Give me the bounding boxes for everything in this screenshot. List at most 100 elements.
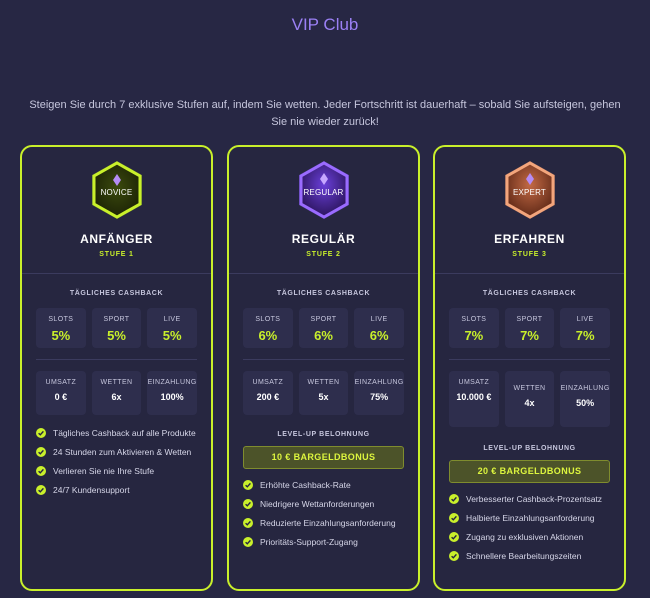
cashback-slots: SLOTS 5%	[36, 308, 86, 348]
requirement-deposit: EINZAHLUNG 100%	[147, 371, 198, 415]
feature-item: Verlieren Sie nie Ihre Stufe	[36, 465, 197, 477]
stat-label: EINZAHLUNG	[354, 379, 404, 386]
divider	[36, 359, 197, 360]
stat-label: LIVE	[576, 316, 594, 323]
stat-value: 5%	[107, 328, 126, 343]
bonus-section-label: LEVEL-UP BELOHNUNG	[277, 431, 370, 438]
badge-label: REGULAR	[303, 188, 344, 197]
feature-item: 24/7 Kundensupport	[36, 484, 197, 496]
stat-label: SPORT	[310, 316, 337, 323]
stat-value: 10.000 €	[456, 392, 492, 402]
tier-card-header: REGULAR REGULÄR STUFE 2	[229, 147, 418, 274]
feature-text: 24 Stunden zum Aktivieren & Wetten	[53, 447, 192, 457]
requirements-row: UMSATZ 200 € WETTEN 5x EINZAHLUNG 75%	[229, 371, 418, 415]
feature-text: 24/7 Kundensupport	[53, 485, 130, 495]
feature-text: Verbesserter Cashback-Prozentsatz	[466, 494, 603, 504]
expert-hexagon-badge-icon: EXPERT	[503, 160, 557, 220]
feature-text: Zugang zu exklusiven Aktionen	[466, 532, 584, 542]
feature-text: Schnellere Bearbeitungszeiten	[466, 551, 582, 561]
stat-value: 6%	[369, 328, 389, 343]
regular-hexagon-badge-icon: REGULAR	[297, 160, 351, 220]
cashback-section-label: TÄGLICHES CASHBACK	[69, 290, 164, 297]
requirement-deposit: EINZAHLUNG 75%	[354, 371, 405, 415]
stat-label: WETTEN	[513, 385, 546, 392]
cashback-sport: SPORT 6%	[298, 308, 349, 348]
stat-label: SPORT	[103, 316, 130, 323]
tier-name: ERFAHREN	[494, 232, 565, 246]
requirement-bets: WETTEN 6x	[91, 371, 142, 415]
cashback-slots: SLOTS 7%	[449, 308, 499, 348]
stat-value: 50%	[576, 398, 595, 408]
tier-card-expert: EXPERT ERFAHREN STUFE 3 TÄGLICHES CASHBA…	[433, 145, 626, 591]
check-icon	[243, 518, 253, 528]
tier-level: STUFE 3	[512, 251, 547, 258]
feature-item: Tägliches Cashback auf alle Produkte	[36, 427, 197, 439]
check-icon	[449, 532, 459, 542]
feature-item: 24 Stunden zum Aktivieren & Wetten	[36, 446, 197, 458]
requirement-turnover: UMSATZ 0 €	[36, 371, 86, 415]
check-icon	[449, 494, 459, 504]
divider	[243, 359, 404, 360]
cashback-sport: SPORT 7%	[504, 308, 555, 348]
feature-item: Zugang zu exklusiven Aktionen	[449, 531, 610, 543]
tier-level: STUFE 2	[306, 251, 341, 258]
cashback-live: LIVE 6%	[354, 308, 405, 348]
stat-value: 7%	[575, 328, 595, 343]
cashback-section-label: TÄGLICHES CASHBACK	[276, 290, 371, 297]
stat-value: 5x	[318, 392, 329, 402]
stat-label: SLOTS	[48, 316, 74, 323]
check-icon	[36, 466, 46, 476]
check-icon	[449, 513, 459, 523]
feature-list: Erhöhte Cashback-Rate Niedrigere Wettanf…	[243, 479, 404, 548]
feature-item: Halbierte Einzahlungsanforderung	[449, 512, 610, 524]
feature-text: Halbierte Einzahlungsanforderung	[466, 513, 595, 523]
feature-item: Prioritäts-Support-Zugang	[243, 536, 404, 548]
stat-label: WETTEN	[100, 379, 133, 386]
page-title: VIP Club	[291, 15, 359, 34]
cashback-sport: SPORT 5%	[91, 308, 142, 348]
stat-value: 7%	[520, 328, 539, 343]
requirement-deposit: EINZAHLUNG 50%	[560, 371, 611, 427]
check-icon	[243, 537, 253, 547]
check-icon	[36, 428, 46, 438]
stat-value: 6%	[258, 328, 278, 343]
bonus-section-label: LEVEL-UP BELOHNUNG	[483, 445, 576, 452]
stat-value: 6%	[314, 328, 333, 343]
stat-label: LIVE	[370, 316, 388, 323]
feature-item: Schnellere Bearbeitungszeiten	[449, 550, 610, 562]
feature-text: Reduzierte Einzahlungsanforderung	[260, 518, 396, 528]
tier-card-novice: NOVICE ANFÄNGER STUFE 1 TÄGLICHES CASHBA…	[20, 145, 213, 591]
stat-label: SLOTS	[461, 316, 487, 323]
feature-item: Verbesserter Cashback-Prozentsatz	[449, 493, 610, 505]
stat-value: 5%	[162, 328, 182, 343]
stat-label: SLOTS	[255, 316, 281, 323]
stat-value: 100%	[160, 392, 184, 402]
stat-value: 5%	[51, 328, 71, 343]
stat-label: WETTEN	[307, 379, 340, 386]
feature-text: Verlieren Sie nie Ihre Stufe	[53, 466, 155, 476]
cashback-live: LIVE 5%	[147, 308, 198, 348]
cashback-row: SLOTS 5% SPORT 5% LIVE 5%	[22, 308, 211, 348]
stat-label: EINZAHLUNG	[147, 379, 197, 386]
tier-card-regular: REGULAR REGULÄR STUFE 2 TÄGLICHES CASHBA…	[227, 145, 420, 591]
feature-text: Erhöhte Cashback-Rate	[260, 480, 351, 490]
tier-level: STUFE 1	[99, 251, 134, 258]
requirement-turnover: UMSATZ 10.000 €	[449, 371, 499, 427]
cashback-section-label: TÄGLICHES CASHBACK	[482, 290, 577, 297]
stat-value: 0 €	[54, 392, 68, 402]
cashback-row: SLOTS 7% SPORT 7% LIVE 7%	[435, 308, 624, 348]
stat-value: 200 €	[256, 392, 280, 402]
feature-text: Prioritäts-Support-Zugang	[260, 537, 358, 547]
feature-list: Tägliches Cashback auf alle Produkte 24 …	[36, 427, 197, 496]
stat-value: 4x	[524, 398, 535, 408]
feature-item: Niedrigere Wettanforderungen	[243, 498, 404, 510]
stat-label: LIVE	[163, 316, 181, 323]
stat-value: 7%	[464, 328, 484, 343]
check-icon	[36, 485, 46, 495]
stat-label: SPORT	[516, 316, 543, 323]
level-up-bonus: 20 € BARGELDBONUS	[449, 460, 610, 483]
novice-hexagon-badge-icon: NOVICE	[90, 160, 144, 220]
feature-item: Reduzierte Einzahlungsanforderung	[243, 517, 404, 529]
cashback-row: SLOTS 6% SPORT 6% LIVE 6%	[229, 308, 418, 348]
cashback-slots: SLOTS 6%	[243, 308, 293, 348]
